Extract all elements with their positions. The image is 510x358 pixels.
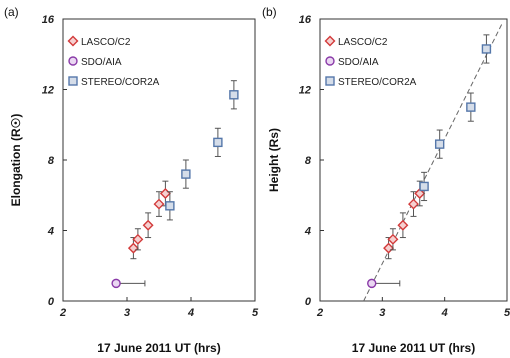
legend-label: SDO/AIA (338, 57, 379, 68)
x-axis-label: 17 June 2011 UT (hrs) (352, 341, 475, 355)
x-axis-label: 17 June 2011 UT (hrs) (97, 341, 220, 355)
data-point (387, 233, 399, 245)
y-tick-label: 12 (42, 85, 54, 97)
legend-label: LASCO/C2 (81, 37, 131, 48)
data-point (383, 242, 395, 254)
y-tick-label: 8 (48, 155, 55, 167)
y-tick-label: 4 (47, 226, 54, 238)
y-tick-label: 0 (305, 296, 312, 308)
y-tick-label: 12 (299, 85, 311, 97)
fit-line (363, 22, 504, 302)
y-axis-label: Height (Rs) (267, 128, 281, 192)
legend-label: STEREO/COR2A (338, 77, 417, 88)
x-tick-label: 4 (187, 307, 194, 319)
data-point (213, 137, 223, 148)
legend-marker (67, 35, 79, 47)
data-point (165, 201, 175, 211)
data-point (159, 187, 171, 199)
data-point (153, 198, 165, 210)
y-axis-label: Elongation (R☉) (9, 114, 23, 207)
x-tick-label: 5 (252, 307, 259, 319)
y-tick-label: 0 (48, 296, 55, 308)
y-tick-label: 4 (304, 226, 311, 238)
data-point (111, 278, 121, 289)
x-tick-label: 2 (59, 307, 66, 319)
y-tick-label: 16 (299, 14, 312, 26)
y-tick-label: 16 (42, 14, 55, 26)
legend-marker (324, 35, 336, 47)
data-point (481, 44, 492, 54)
legend-label: SDO/AIA (81, 57, 122, 68)
data-point (367, 278, 377, 289)
data-point (229, 90, 239, 100)
data-point (419, 181, 429, 192)
legend-marker (68, 76, 78, 86)
data-point (181, 169, 191, 179)
legend-label: LASCO/C2 (338, 37, 388, 48)
legend-marker (325, 76, 335, 86)
data-point (127, 242, 139, 254)
data-point (466, 102, 476, 112)
panel-label: (b) (262, 5, 277, 19)
x-tick-label: 4 (441, 307, 448, 319)
x-tick-label: 2 (316, 307, 323, 319)
panel-label: (a) (4, 5, 19, 19)
data-point (397, 219, 409, 231)
x-tick-label: 5 (504, 307, 510, 319)
data-point (414, 187, 426, 199)
x-tick-label: 3 (379, 307, 385, 319)
y-tick-label: 8 (305, 155, 312, 167)
data-point (408, 198, 419, 210)
data-point (434, 139, 445, 149)
data-point (132, 233, 144, 245)
legend-label: STEREO/COR2A (81, 77, 160, 88)
legend-marker (325, 56, 335, 66)
panel-a: (a) 2 3 4 5 0 4 8 12 16 17 June 2011 UT (hrs) Elong… (4, 5, 259, 355)
x-tick-label: 3 (124, 307, 130, 319)
data-point (142, 219, 154, 231)
panel-b: (b) 2 3 4 5 0 4 8 12 16 17 June 2011 UT (hrs) Heigh… (262, 5, 510, 355)
legend-marker (68, 56, 78, 66)
